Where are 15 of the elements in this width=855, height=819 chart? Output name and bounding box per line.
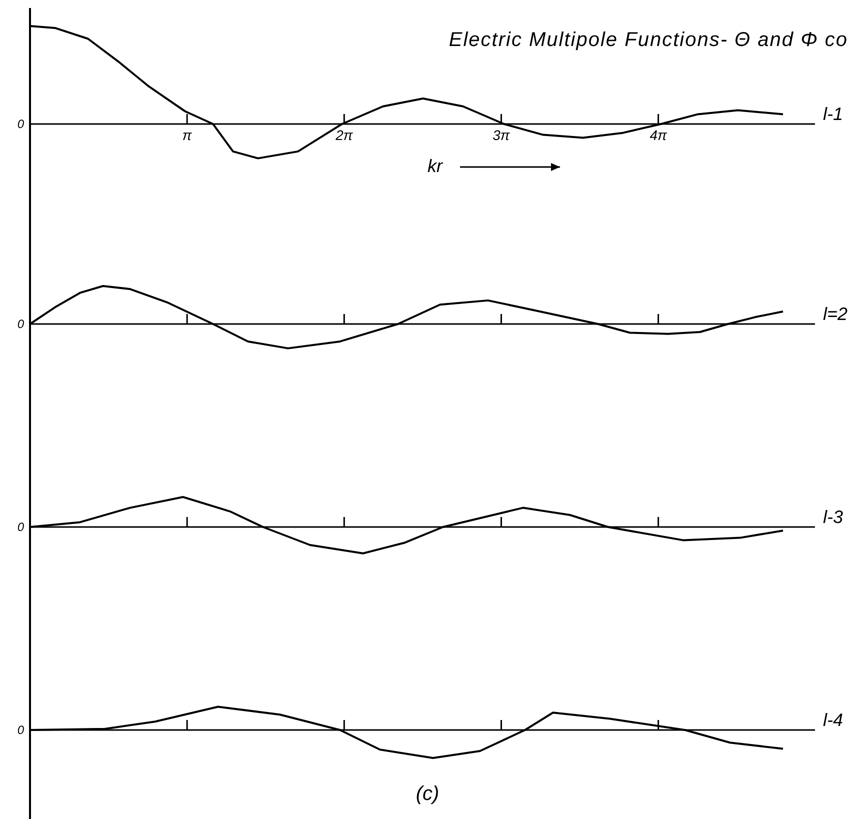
- chart-title: Electric Multipole Functions- Θ and Φ co: [448, 29, 848, 51]
- text: l-1: [823, 104, 844, 124]
- text: 0: [17, 723, 24, 737]
- x-tick-label: 2π: [334, 127, 354, 143]
- text: l-4: [823, 710, 844, 730]
- x-axis-title: kr: [428, 156, 444, 176]
- text: 0: [17, 520, 24, 534]
- text: (c): [416, 783, 440, 805]
- text: l-3: [823, 507, 844, 527]
- x-tick-label: 4π: [650, 127, 668, 143]
- x-tick-label: π: [182, 127, 192, 143]
- text: 0: [17, 317, 24, 331]
- text: l=2: [823, 304, 848, 324]
- x-tick-label: 3π: [492, 127, 510, 143]
- text: 0: [17, 117, 24, 131]
